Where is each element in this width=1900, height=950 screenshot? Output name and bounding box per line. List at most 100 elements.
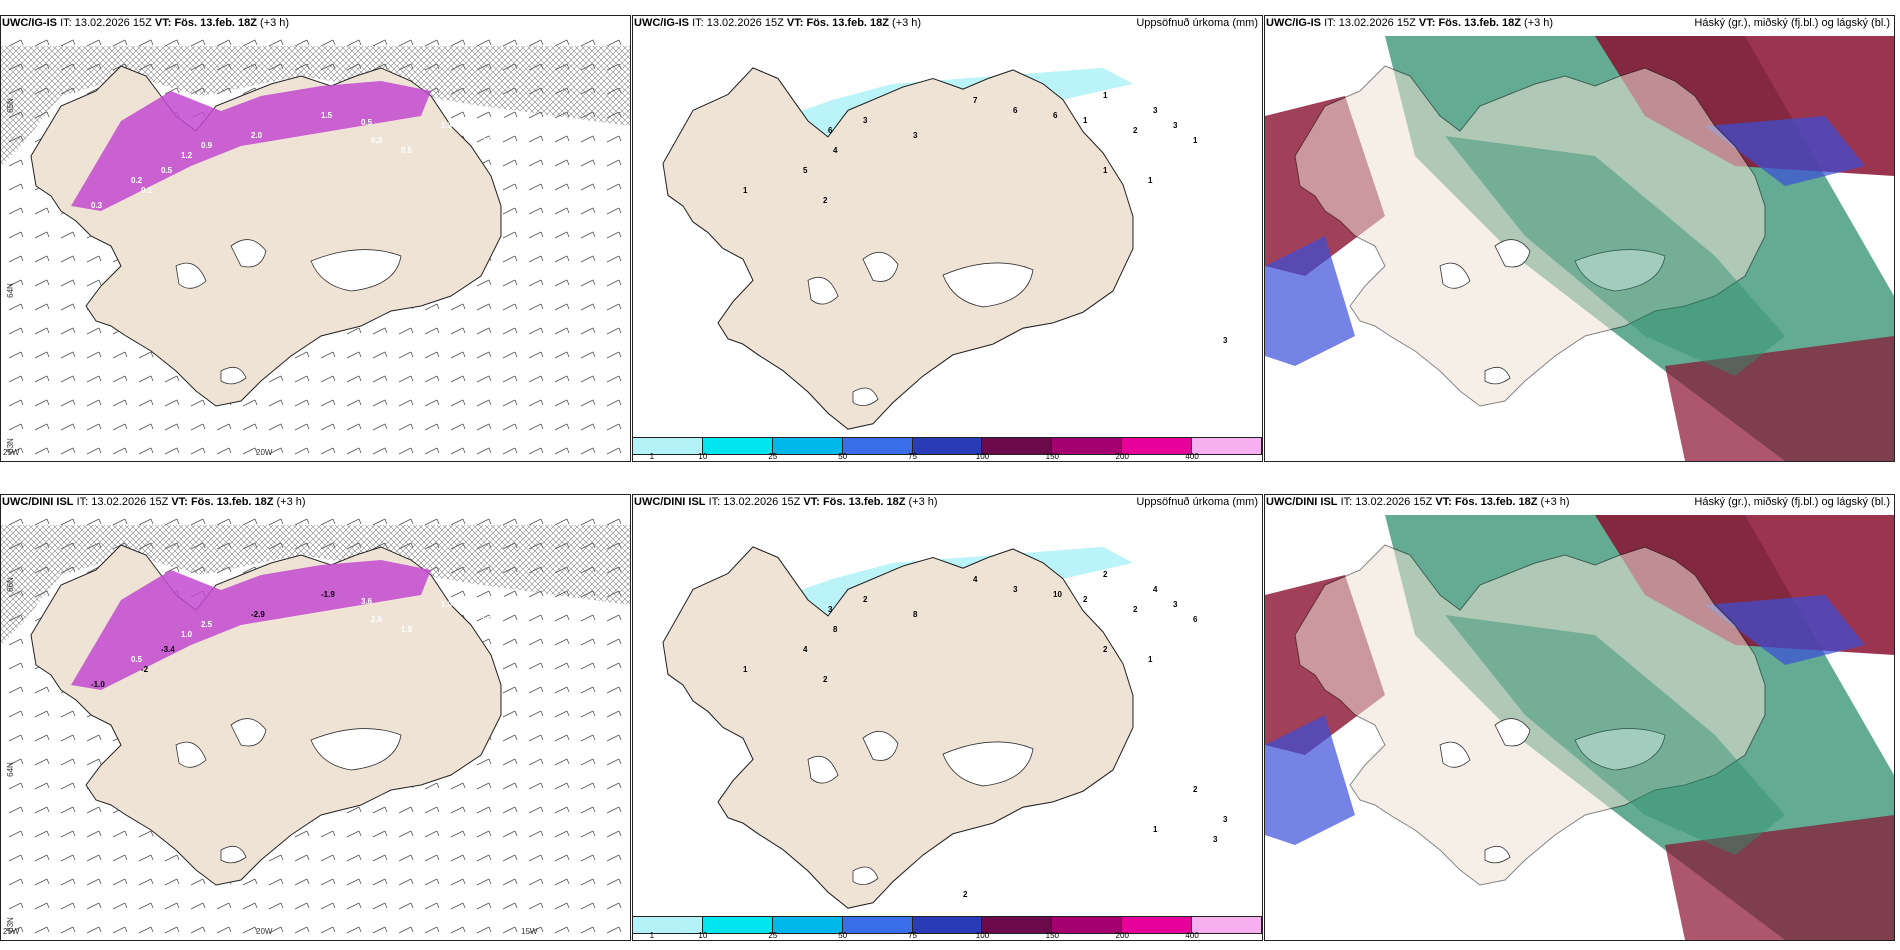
glacier-3 — [852, 866, 879, 886]
precip-colorbar: 1 10 25 50 75 100 150 200 400 — [633, 916, 1262, 940]
map-area — [633, 36, 1262, 461]
glacier-1 — [1439, 741, 1471, 768]
value-label: 3 — [1173, 600, 1178, 609]
value-label: 1.8 — [501, 595, 513, 604]
colorbar-tick-label: 200 — [1115, 931, 1129, 940]
value-label: 1 — [1193, 136, 1198, 145]
glacier-2 — [310, 249, 402, 292]
value-label: -1.0 — [91, 680, 105, 689]
value-label: 0.2 — [131, 176, 143, 185]
map-panel-top-mid: UWC/IG-IS IT: 13.02.2026 15Z VT: Fös. 13… — [632, 15, 1263, 462]
it-value: 13.02.2026 15Z — [1355, 496, 1433, 508]
it-value: 13.02.2026 15Z — [723, 496, 801, 508]
value-label: 3 — [1223, 336, 1228, 345]
panel-header: UWC/DINI ISL IT: 13.02.2026 15Z VT: Fös.… — [2, 496, 626, 510]
mid-cloud-area-3 — [1705, 595, 1865, 665]
value-label: 3 — [1223, 815, 1228, 824]
value-label: 3 — [1013, 585, 1018, 594]
model-name: UWC/DINI ISL — [1266, 496, 1338, 508]
it-prefix: IT: — [692, 17, 704, 29]
longitude-label: 20W — [256, 927, 273, 936]
glacier-3 — [1484, 845, 1511, 864]
value-label: 2.6 — [371, 615, 383, 624]
value-label: 1 — [743, 186, 748, 195]
forecast-step: (+3 h) — [260, 17, 290, 29]
value-label: 2 — [1133, 605, 1138, 614]
snow-band — [71, 81, 431, 211]
map-canvas — [633, 36, 1262, 461]
value-label: 2 — [863, 595, 868, 604]
colorbar-swatch — [842, 438, 913, 454]
iceland-land — [1294, 544, 1766, 886]
it-prefix: IT: — [708, 496, 721, 508]
colorbar-swatch — [912, 917, 983, 933]
map-canvas — [1, 36, 630, 461]
map-panel-bottom-right: UWC/DINI ISL IT: 13.02.2026 15Z VT: Fös.… — [1264, 494, 1895, 941]
value-label: 2.8 — [481, 136, 493, 145]
value-label: 4 — [1153, 585, 1158, 594]
value-label: 8 — [833, 625, 838, 634]
value-label: 1.5 — [481, 615, 493, 624]
forecast-step: (+3 h) — [276, 496, 306, 508]
value-label: 10 — [1053, 590, 1062, 599]
value-label: 4 — [803, 645, 808, 654]
model-name: UWC/DINI ISL — [634, 496, 706, 508]
value-label: -3.4 — [161, 645, 175, 654]
value-label: 0.5 — [131, 655, 143, 664]
value-label: 1 — [1148, 655, 1153, 664]
field-title: Uppsöfnuð úrkoma (mm) — [1136, 17, 1258, 29]
value-label: 2.6 — [461, 607, 473, 616]
precip-colorbar: 1 10 25 50 75 100 150 200 400 — [633, 437, 1262, 461]
glacier-0 — [1494, 239, 1531, 268]
glacier-0 — [862, 730, 899, 761]
panel-header: UWC/IG-IS IT: 13.02.2026 15Z VT: Fös. 13… — [1266, 17, 1890, 31]
vt-prefix: VT: — [803, 496, 820, 508]
glacier-3 — [220, 366, 247, 385]
value-label: 1 — [743, 665, 748, 674]
iceland-land — [1294, 65, 1766, 407]
value-label: 3.6 — [361, 597, 373, 606]
map-canvas — [1265, 36, 1894, 461]
vt-prefix: VT: — [171, 496, 188, 508]
vt-value: Fös. 13.feb. 18Z — [822, 496, 906, 508]
vt-value: Fös. 13.feb. 18Z — [174, 17, 257, 29]
colorbar-swatch — [1122, 438, 1193, 454]
colorbar-swatch — [772, 917, 843, 933]
value-label: -2.9 — [251, 610, 265, 619]
glacier-1 — [807, 755, 839, 784]
mid-cloud-area-3 — [1705, 116, 1865, 186]
it-prefix: IT: — [76, 496, 89, 508]
value-label: 4 — [833, 146, 838, 155]
value-label: 3 — [1213, 835, 1218, 844]
value-label: 3 — [1173, 121, 1178, 130]
colorbar-tick-label: 150 — [1045, 931, 1060, 940]
map-area — [1265, 36, 1894, 461]
iceland-land — [662, 546, 1134, 909]
precip-area — [773, 546, 1133, 675]
value-label: 0.1 — [141, 186, 153, 195]
colorbar-swatch — [912, 438, 983, 454]
colorbar-tick-label: 200 — [1115, 452, 1129, 461]
longitude-label: 25W — [3, 448, 20, 457]
latitude-label: 64N — [5, 283, 15, 298]
value-label: -1.9 — [321, 590, 335, 599]
glacier-1 — [175, 262, 207, 289]
value-label: 3 — [913, 131, 918, 140]
value-label: 1 — [1103, 91, 1108, 100]
colorbar-tick-label: 400 — [1185, 452, 1199, 461]
vt-prefix: VT: — [1418, 17, 1436, 29]
vt-value: Fös. 13.feb. 18Z — [1438, 17, 1521, 29]
value-label: 3 — [828, 605, 833, 614]
map-panel-bottom-mid: UWC/DINI ISL IT: 13.02.2026 15Z VT: Fös.… — [632, 494, 1263, 941]
vt-value: Fös. 13.feb. 18Z — [806, 17, 889, 29]
colorbar-swatch — [633, 438, 703, 454]
colorbar-tick-label: 75 — [908, 452, 917, 461]
glacier-0 — [1494, 718, 1531, 747]
value-label: 3 — [863, 116, 868, 125]
value-label: 1.0 — [181, 630, 193, 639]
value-label: 1.5 — [321, 111, 333, 120]
mid-cloud-area-1 — [1265, 715, 1355, 845]
value-label: 7 — [973, 96, 978, 105]
map-panel-bottom-left: UWC/DINI ISL IT: 13.02.2026 15Z VT: Fös.… — [0, 494, 631, 941]
forecast-step: (+3 h) — [1524, 17, 1554, 29]
